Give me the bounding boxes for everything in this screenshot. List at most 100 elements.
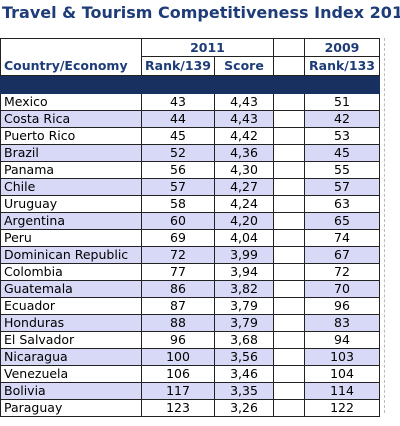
table-row: El Salvador 96 3,68 94 [0, 331, 380, 349]
header-row-years: 2011 2009 [0, 38, 380, 57]
cell-score: 4,43 [214, 93, 274, 111]
table-row: Venezuela 106 3,46 104 [0, 365, 380, 383]
table-row: Costa Rica 44 4,43 42 [0, 110, 380, 128]
cell-rank-2011: 123 [141, 399, 215, 417]
table-row: Colombia 77 3,94 72 [0, 263, 380, 281]
cell-gap [273, 314, 305, 332]
cell-rank-2009: 51 [304, 93, 380, 111]
cell-rank-2009: 55 [304, 161, 380, 179]
cell-country: Nicaragua [0, 348, 142, 366]
cell-score: 4,30 [214, 161, 274, 179]
cell-score: 4,43 [214, 110, 274, 128]
cell-score: 3,46 [214, 365, 274, 383]
cell-gap [273, 263, 305, 281]
cell-rank-2009: 70 [304, 280, 380, 298]
cell-rank-2009: 72 [304, 263, 380, 281]
cell-score: 3,68 [214, 331, 274, 349]
cell-country: Ecuador [0, 297, 142, 315]
cell-gap [273, 110, 305, 128]
table-row: Mexico 43 4,43 51 [0, 93, 380, 111]
cell-gap [273, 399, 305, 417]
cell-country: Brazil [0, 144, 142, 162]
header-gap-cell [273, 38, 305, 57]
cell-score: 3,56 [214, 348, 274, 366]
cell-gap [273, 348, 305, 366]
cell-rank-2011: 45 [141, 127, 215, 145]
table-row: Guatemala 86 3,82 70 [0, 280, 380, 298]
cell-rank-2011: 58 [141, 195, 215, 213]
separator-band [0, 75, 380, 94]
cell-rank-2009: 63 [304, 195, 380, 213]
cell-country: Paraguay [0, 399, 142, 417]
header-rank-2009: Rank/133 [304, 56, 380, 76]
cell-score: 4,20 [214, 212, 274, 230]
cell-gap [273, 246, 305, 264]
cell-country: Costa Rica [0, 110, 142, 128]
cell-score: 3,35 [214, 382, 274, 400]
header-country: Country/Economy [0, 56, 142, 76]
cell-gap [273, 280, 305, 298]
cell-score: 3,26 [214, 399, 274, 417]
table-row: Brazil 52 4,36 45 [0, 144, 380, 162]
cell-gap [273, 195, 305, 213]
cell-gap [273, 144, 305, 162]
cell-gap [273, 212, 305, 230]
cell-score: 4,36 [214, 144, 274, 162]
table-row: Uruguay 58 4,24 63 [0, 195, 380, 213]
page-title: Travel & Tourism Competitiveness Index 2… [2, 3, 400, 22]
cell-gap [273, 93, 305, 111]
cell-rank-2009: 96 [304, 297, 380, 315]
cell-gap [273, 331, 305, 349]
cell-rank-2011: 57 [141, 178, 215, 196]
table-row: Bolivia 117 3,35 114 [0, 382, 380, 400]
cell-rank-2011: 43 [141, 93, 215, 111]
cell-score: 4,42 [214, 127, 274, 145]
cell-gap [273, 161, 305, 179]
cell-score: 4,04 [214, 229, 274, 247]
cell-rank-2011: 44 [141, 110, 215, 128]
table-row: Nicaragua 100 3,56 103 [0, 348, 380, 366]
cell-rank-2009: 45 [304, 144, 380, 162]
cell-rank-2009: 65 [304, 212, 380, 230]
cell-country: Panama [0, 161, 142, 179]
cell-country: Venezuela [0, 365, 142, 383]
cell-rank-2009: 57 [304, 178, 380, 196]
table-row: Argentina 60 4,20 65 [0, 212, 380, 230]
cell-rank-2009: 42 [304, 110, 380, 128]
cell-country: Bolivia [0, 382, 142, 400]
cell-rank-2011: 60 [141, 212, 215, 230]
header-empty-cell [0, 38, 142, 57]
cell-rank-2011: 88 [141, 314, 215, 332]
cell-score: 3,94 [214, 263, 274, 281]
cell-gap [273, 229, 305, 247]
cell-rank-2011: 86 [141, 280, 215, 298]
cell-rank-2009: 103 [304, 348, 380, 366]
cell-country: Colombia [0, 263, 142, 281]
header-gap-cell [273, 56, 305, 76]
cell-country: Guatemala [0, 280, 142, 298]
cell-rank-2009: 104 [304, 365, 380, 383]
cell-rank-2011: 72 [141, 246, 215, 264]
cell-rank-2011: 87 [141, 297, 215, 315]
cell-rank-2011: 56 [141, 161, 215, 179]
header-year-2009: 2009 [304, 38, 380, 57]
cell-gap [273, 297, 305, 315]
cell-rank-2011: 52 [141, 144, 215, 162]
table-row: Ecuador 87 3,79 96 [0, 297, 380, 315]
table-row: Honduras 88 3,79 83 [0, 314, 380, 332]
cell-gap [273, 178, 305, 196]
cell-rank-2011: 117 [141, 382, 215, 400]
cell-score: 4,27 [214, 178, 274, 196]
cell-country: Honduras [0, 314, 142, 332]
table-row: Puerto Rico 45 4,42 53 [0, 127, 380, 145]
right-edge-line [384, 38, 385, 413]
cell-rank-2011: 69 [141, 229, 215, 247]
cell-rank-2011: 77 [141, 263, 215, 281]
table-row: Paraguay 123 3,26 122 [0, 399, 380, 417]
cell-rank-2009: 122 [304, 399, 380, 417]
cell-rank-2009: 114 [304, 382, 380, 400]
cell-score: 3,79 [214, 314, 274, 332]
cell-rank-2009: 53 [304, 127, 380, 145]
header-rank-2011: Rank/139 [141, 56, 215, 76]
cell-country: Puerto Rico [0, 127, 142, 145]
